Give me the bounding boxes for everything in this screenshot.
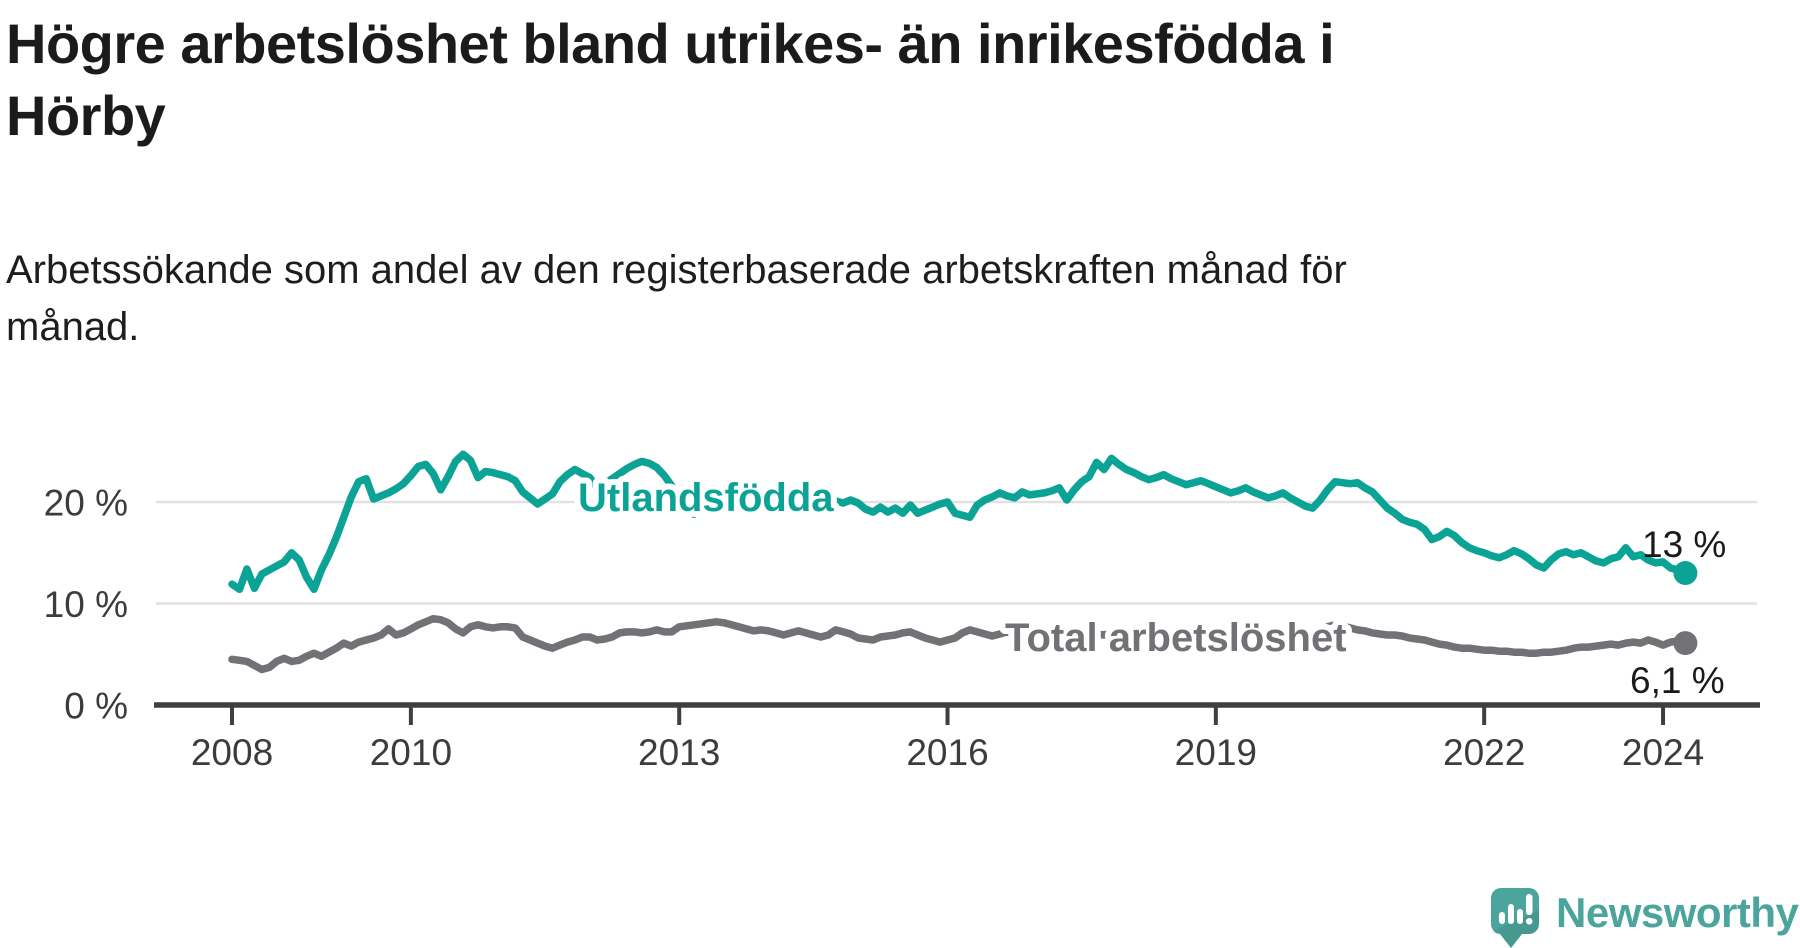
page-subtitle-line1: Arbetssökande som andel av den registerb… (6, 248, 1347, 292)
labels-layer: Utlandsfödda Total arbetslöshet 13 % 6,1… (572, 470, 1726, 701)
x-axis-label-2019: 2019 (1175, 732, 1257, 773)
series-line-utlandsfodda (228, 450, 1690, 594)
series-line-total-arbetsloshet (228, 614, 1690, 674)
y-axis-label-0: 0 % (64, 686, 128, 727)
series-label-total-arbetsloshet: Total arbetslöshet (1005, 616, 1347, 660)
newsworthy-logo: Newsworthy (1490, 888, 1800, 948)
value-label-utlandsfodda: 13 % (1642, 524, 1726, 565)
x-axis-label-2024: 2024 (1622, 732, 1704, 773)
axis-layer: 2008 2010 2013 2016 2019 2022 2024 20 % 10 % 0 % (44, 483, 1760, 773)
y-axis-label-10: 10 % (44, 584, 128, 625)
page-subtitle-line2: månad. (6, 305, 140, 349)
end-dot-utlandsfodda (1673, 561, 1698, 586)
page-title: Högre arbetslöshet bland utrikes- än inr… (6, 8, 1335, 152)
page-subtitle: Arbetssökande som andel av den registerb… (6, 242, 1347, 356)
x-axis-label-2016: 2016 (906, 732, 988, 773)
series-layer (228, 450, 1698, 674)
x-axis-label-2013: 2013 (638, 732, 720, 773)
end-dot-total-arbetsloshet (1673, 631, 1698, 656)
x-axis-label-2022: 2022 (1443, 732, 1525, 773)
value-label-total-arbetsloshet: 6,1 % (1630, 660, 1725, 701)
newsworthy-logo-icon (1490, 888, 1539, 948)
y-axis-label-20: 20 % (44, 483, 128, 524)
page-title-line1: Högre arbetslöshet bland utrikes- än inr… (6, 12, 1335, 75)
x-axis-label-2010: 2010 (370, 732, 452, 773)
bar-chart-glyph (1499, 904, 1523, 924)
x-axis-label-2008: 2008 (191, 732, 273, 773)
exclamation-glyph (1526, 894, 1533, 925)
newsworthy-logo-text: Newsworthy (1556, 889, 1800, 936)
gridlines-layer (156, 500, 1757, 605)
page-title-line2: Hörby (6, 84, 166, 147)
series-label-utlandsfodda: Utlandsfödda (578, 476, 834, 520)
